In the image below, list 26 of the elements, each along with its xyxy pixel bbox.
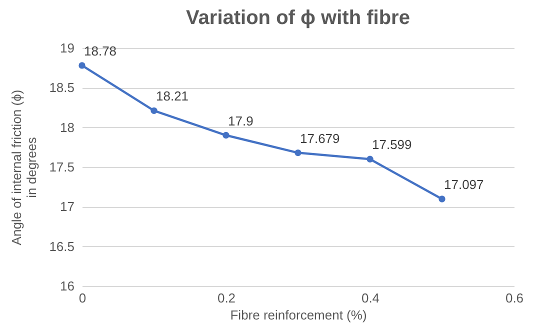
y-tick-label: 17 — [60, 199, 74, 214]
data-label: 17.097 — [444, 176, 484, 192]
x-tick-label: 0.6 — [505, 290, 524, 306]
data-label: 17.679 — [300, 130, 340, 146]
y-tick-label: 18 — [60, 120, 74, 135]
y-tick-label: 19 — [60, 40, 74, 56]
point — [366, 156, 374, 162]
point — [294, 149, 302, 156]
point — [222, 132, 230, 139]
point — [438, 196, 446, 202]
y-tick-label: 16 — [60, 278, 74, 294]
x-axis-title: Fibre reinforcement (%) — [230, 308, 367, 322]
y-tick-label: 18.5 — [49, 80, 74, 96]
x-tick-label: 0.2 — [217, 290, 236, 306]
y-tick-label: 16.5 — [49, 238, 74, 254]
data-label: 18.78 — [84, 43, 117, 58]
data-label: 17.9 — [228, 113, 254, 128]
data-label: 18.21 — [156, 88, 189, 104]
point — [78, 62, 86, 69]
y-axis-title: Angle of internal friction (ϕ) in degrees — [9, 90, 40, 246]
y-tick-label: 17.5 — [49, 160, 74, 174]
point — [150, 107, 158, 114]
x-tick-label: 0.4 — [361, 290, 380, 306]
x-tick-label: 0 — [78, 290, 86, 306]
chart-title: Variation of ϕ with fibre — [186, 7, 410, 29]
data-label: 17.599 — [372, 137, 412, 152]
